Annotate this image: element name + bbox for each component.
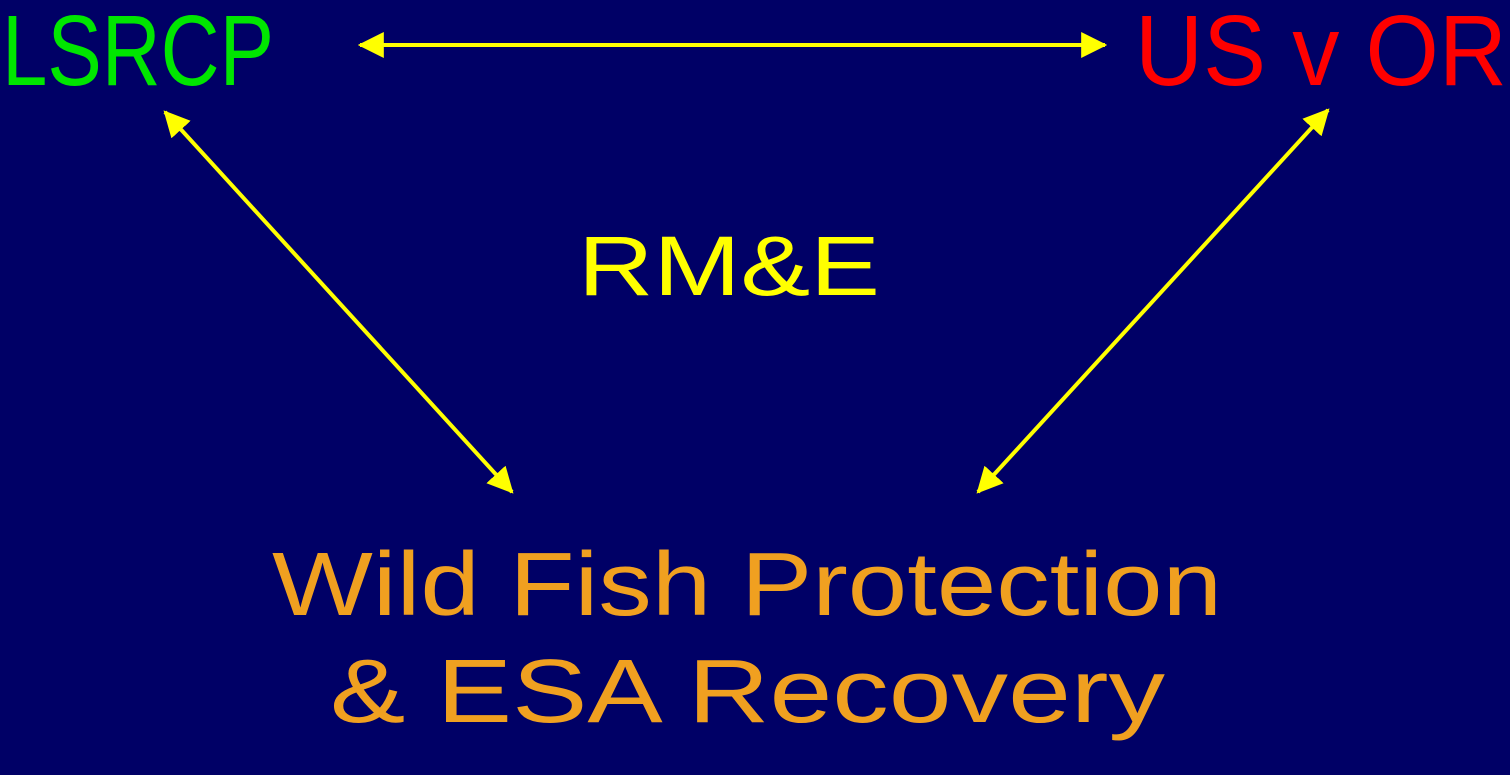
node-label: LSRCP: [2, 0, 274, 107]
node-label: Wild Fish Protection: [272, 535, 1222, 635]
arrow: [976, 108, 1330, 494]
arrow: [163, 110, 514, 494]
node-label: US v OR: [1135, 0, 1507, 107]
node-label: RM&E: [578, 219, 880, 313]
node-label: & ESA Recovery: [330, 642, 1165, 742]
